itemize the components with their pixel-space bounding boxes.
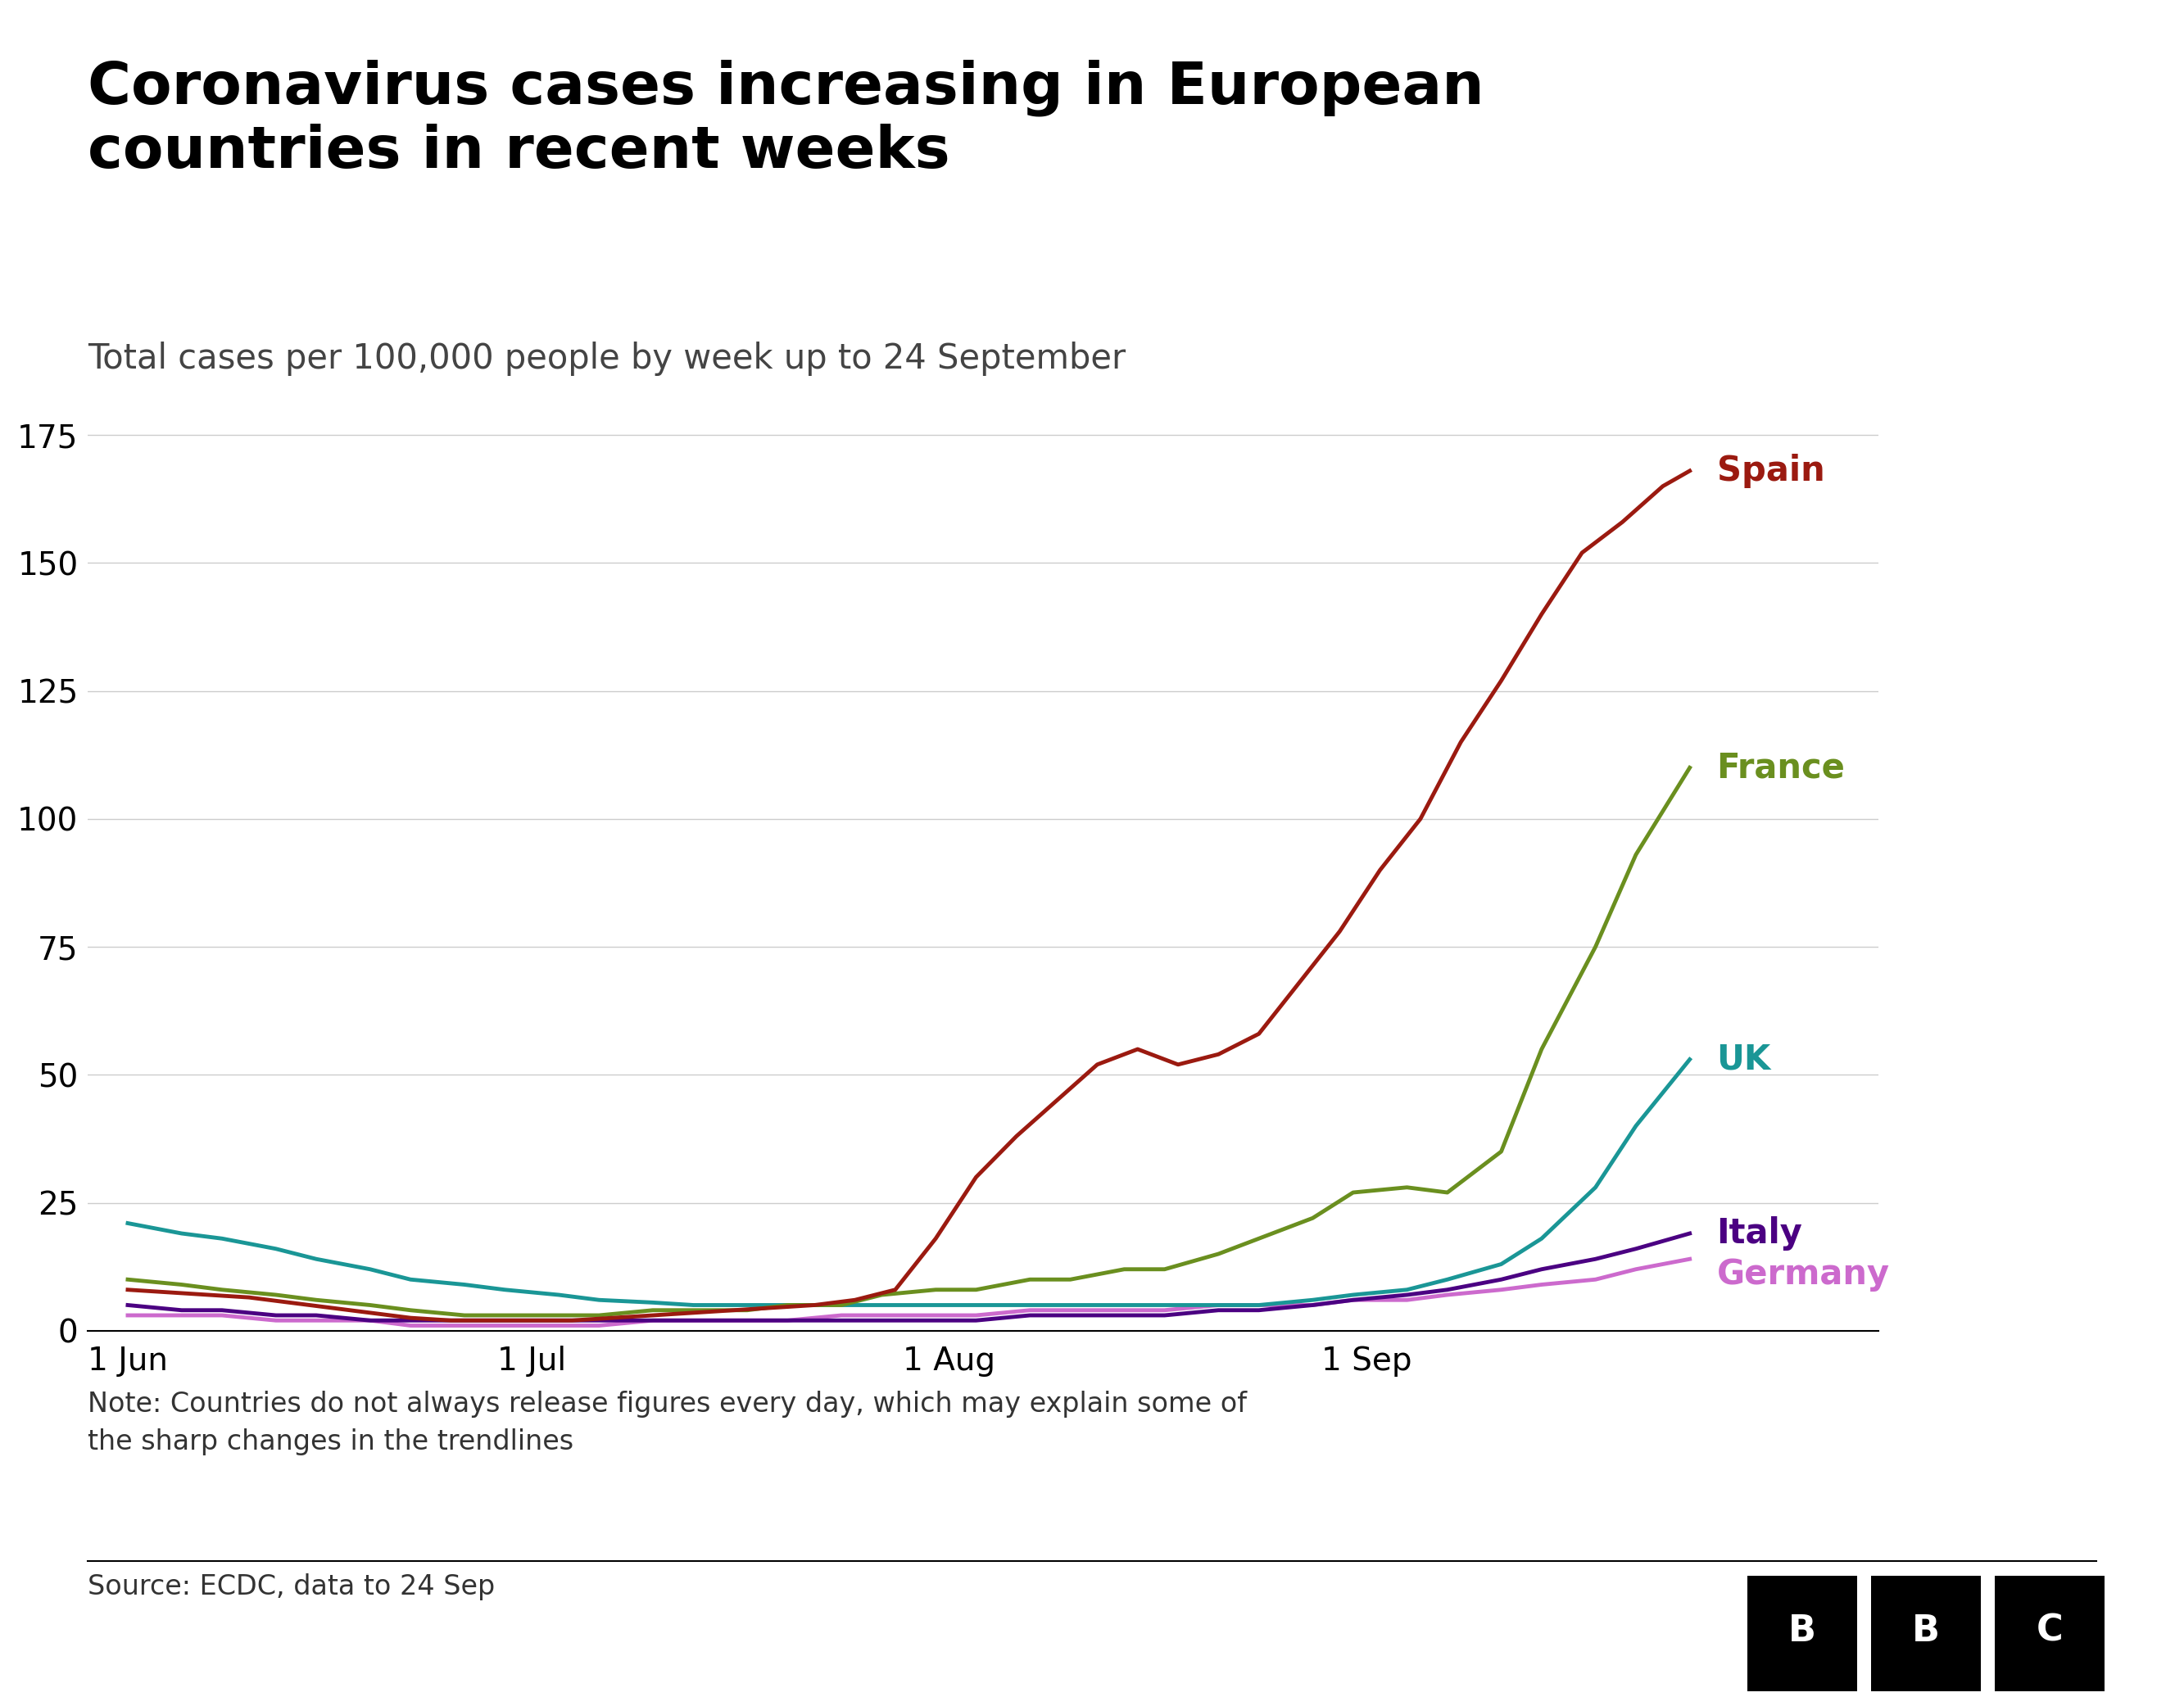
Text: Spain: Spain <box>1717 454 1824 488</box>
Text: Note: Countries do not always release figures every day, which may explain some : Note: Countries do not always release fi… <box>87 1390 1247 1455</box>
Text: B: B <box>1913 1614 1939 1648</box>
Text: Source: ECDC, data to 24 Sep: Source: ECDC, data to 24 Sep <box>87 1573 496 1600</box>
Text: C: C <box>2035 1614 2064 1648</box>
Text: France: France <box>1717 751 1845 785</box>
Text: UK: UK <box>1717 1042 1771 1076</box>
Bar <box>1747 1576 1856 1691</box>
Text: Italy: Italy <box>1717 1216 1802 1250</box>
Bar <box>1872 1576 1981 1691</box>
Bar <box>1994 1576 2105 1691</box>
Text: Total cases per 100,000 people by week up to 24 September: Total cases per 100,000 people by week u… <box>87 341 1125 375</box>
Text: B: B <box>1789 1614 1817 1648</box>
Text: Coronavirus cases increasing in European
countries in recent weeks: Coronavirus cases increasing in European… <box>87 60 1483 179</box>
Text: Germany: Germany <box>1717 1257 1889 1291</box>
